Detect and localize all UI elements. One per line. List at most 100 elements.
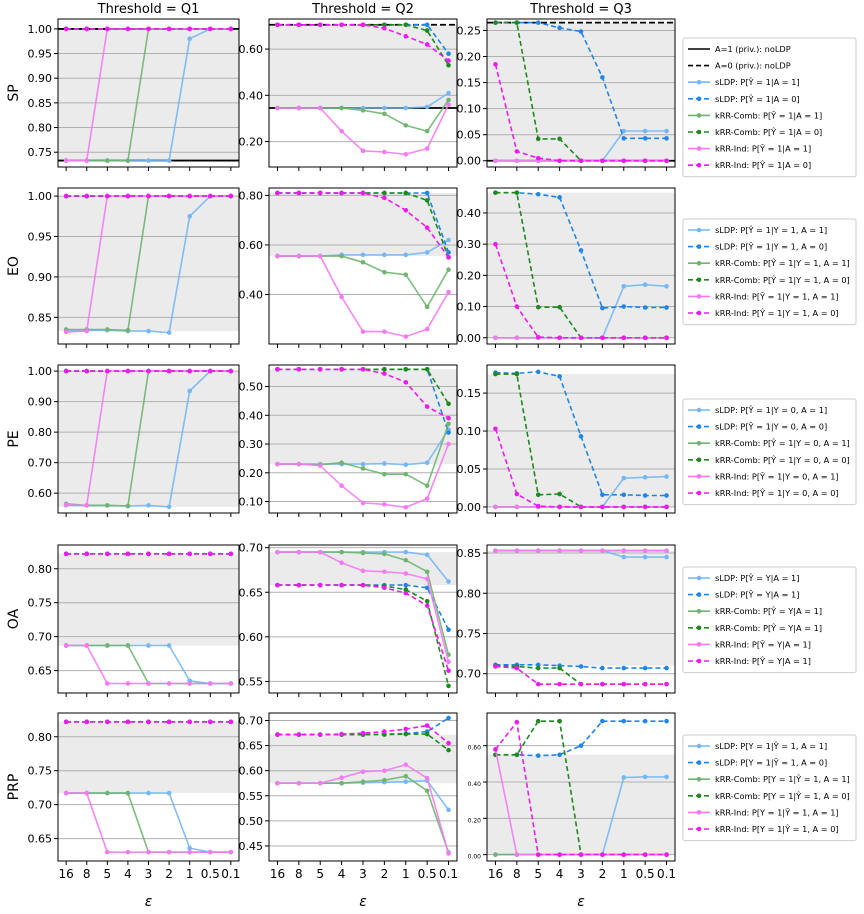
data-point-krr-ind-a0	[600, 158, 605, 164]
series-line-krr-comb-a1	[277, 775, 450, 853]
data-point-sldp-a1	[146, 503, 151, 508]
data-point-sldp-a1	[424, 250, 430, 255]
data-point-sldp-a1	[621, 283, 627, 289]
data-point-krr-ind-a0	[317, 582, 323, 588]
x-axis-label-2: ε	[359, 894, 367, 910]
data-point-krr-ind-a0	[187, 368, 192, 374]
data-point-sldp-a0	[600, 492, 605, 498]
data-point-sldp-a0	[424, 22, 430, 28]
data-point-krr-ind-a0	[446, 415, 451, 421]
data-point-krr-ind-a1	[207, 681, 213, 686]
data-point-krr-ind-a0	[84, 551, 90, 557]
data-point-krr-ind-a0	[403, 207, 409, 213]
data-point-krr-ind-a1	[228, 849, 234, 855]
legend-item-5-label: kRR-Ind: P[Ŷ = 1|Y = 1, A = 1]	[715, 290, 839, 301]
data-point-krr-comb-a1	[360, 779, 366, 785]
y-tick-label: 0.60	[239, 765, 264, 778]
data-point-krr-comb-a0	[493, 190, 498, 195]
data-point-krr-comb-a1	[403, 557, 409, 563]
data-point-krr-comb-a0	[446, 62, 451, 68]
data-point-sldp-a1	[446, 807, 451, 813]
data-point-sldp-a1	[642, 282, 648, 288]
data-point-krr-ind-a1	[296, 253, 302, 259]
x-tick-label: 1	[620, 867, 628, 881]
data-point-sldp-a1	[187, 213, 192, 219]
data-point-krr-comb-a1	[382, 111, 387, 117]
legend-item-3-label: sLDP: P[Ŷ = 1|A = 1]	[715, 76, 800, 87]
data-point-krr-ind-a1	[63, 643, 69, 648]
data-point-sldp-a0	[664, 665, 669, 671]
data-point-krr-comb-a1	[125, 790, 131, 796]
data-point-sldp-a0	[621, 665, 627, 671]
data-point-krr-comb-a1	[424, 128, 430, 134]
data-point-krr-ind-a0	[578, 681, 584, 687]
data-point-krr-ind-a0	[296, 732, 302, 737]
data-point-krr-ind-a1	[146, 681, 151, 686]
legend-item-2-label: sLDP: P[Ŷ = 1|Y = 0, A = 0]	[715, 421, 827, 432]
y-tick-label: 0.70	[239, 715, 264, 728]
data-point-krr-ind-a0	[166, 551, 172, 557]
data-point-sldp-a1	[664, 474, 669, 479]
shaded-region	[269, 369, 457, 465]
legend-item-5-marker	[696, 113, 702, 118]
shaded-region	[487, 550, 675, 666]
data-point-sldp-a0	[535, 20, 541, 25]
data-point-krr-ind-a1	[187, 681, 192, 686]
data-point-krr-ind-a0	[105, 26, 110, 32]
data-point-sldp-a0	[446, 627, 451, 632]
legend-item-5-marker	[696, 642, 702, 647]
legend-item-8-label: kRR-Ind: P[Ŷ = 1|A = 0]	[715, 159, 811, 170]
shaded-region	[58, 28, 239, 161]
legend-item-4-marker	[696, 96, 702, 102]
data-point-krr-comb-a0	[557, 665, 562, 671]
data-point-sldp-a1	[424, 460, 430, 466]
data-point-sldp-a0	[621, 492, 627, 498]
y-tick-label: 0.30	[239, 438, 264, 451]
y-tick-label: 0.80	[239, 189, 264, 202]
legend-item-5-label: kRR-Ind: P[Ŷ = Y|A = 1]	[715, 638, 811, 649]
y-tick-label: 0.80	[28, 563, 53, 576]
shaded-region	[269, 192, 457, 257]
data-point-krr-ind-a1	[382, 768, 387, 773]
y-tick-label: 0.90	[28, 396, 53, 409]
series-line-sldp-a1	[66, 644, 231, 685]
legend-item-4-label: kRR-Comb: P[Ŷ = Y|A = 1]	[715, 622, 822, 633]
data-point-krr-comb-a1	[382, 471, 387, 477]
data-point-krr-ind-a0	[360, 367, 366, 372]
legend-item-7-marker	[696, 146, 702, 151]
shaded-region	[58, 721, 239, 794]
data-point-sldp-a1	[166, 330, 172, 335]
data-point-krr-comb-a0	[535, 718, 541, 724]
x-tick-label: 4	[556, 867, 564, 881]
data-point-krr-ind-a1	[166, 849, 172, 855]
legend-item-6-label: kRR-Ind: P[Ŷ = 1|Y = 0, A = 0]	[715, 487, 839, 498]
panel-oa-q2: 0.55 0.60 0.65 0.70	[239, 542, 458, 697]
y-tick-label: 0.70	[457, 668, 482, 681]
data-point-krr-ind-a0	[557, 681, 562, 687]
data-point-krr-comb-a0	[493, 371, 498, 377]
series-line-krr-ind-a0	[277, 368, 449, 419]
data-point-krr-ind-a0	[125, 551, 131, 557]
data-point-krr-comb-a1	[424, 483, 430, 488]
data-point-sldp-a1	[664, 283, 669, 289]
data-point-sldp-a0	[535, 662, 541, 668]
data-point-sldp-a1	[621, 554, 627, 560]
shaded-region	[58, 371, 239, 507]
data-point-krr-ind-a1	[403, 504, 409, 510]
data-point-sldp-a1	[382, 105, 387, 111]
y-tick-label: 0.80	[457, 587, 482, 600]
data-point-sldp-a1	[642, 128, 648, 134]
data-point-krr-ind-a0	[382, 729, 387, 734]
data-point-sldp-a0	[557, 195, 562, 200]
data-point-krr-ind-a0	[63, 719, 69, 725]
data-point-krr-ind-a0	[535, 852, 541, 857]
data-point-krr-ind-a0	[557, 852, 562, 857]
shaded-region	[58, 196, 239, 332]
legend-item-4-marker	[696, 457, 702, 463]
y-tick-label: 0.70	[28, 799, 53, 812]
data-point-sldp-a0	[578, 29, 584, 34]
data-point-krr-ind-a0	[578, 335, 584, 341]
data-point-krr-ind-a1	[207, 849, 213, 855]
y-tick-label: 0.55	[239, 790, 264, 803]
panel-prp-q2: 0.45 0.50 0.55 0.60 0.65 0.70 16 8 5 4 3 2 1 0.5 0.1	[239, 712, 458, 881]
